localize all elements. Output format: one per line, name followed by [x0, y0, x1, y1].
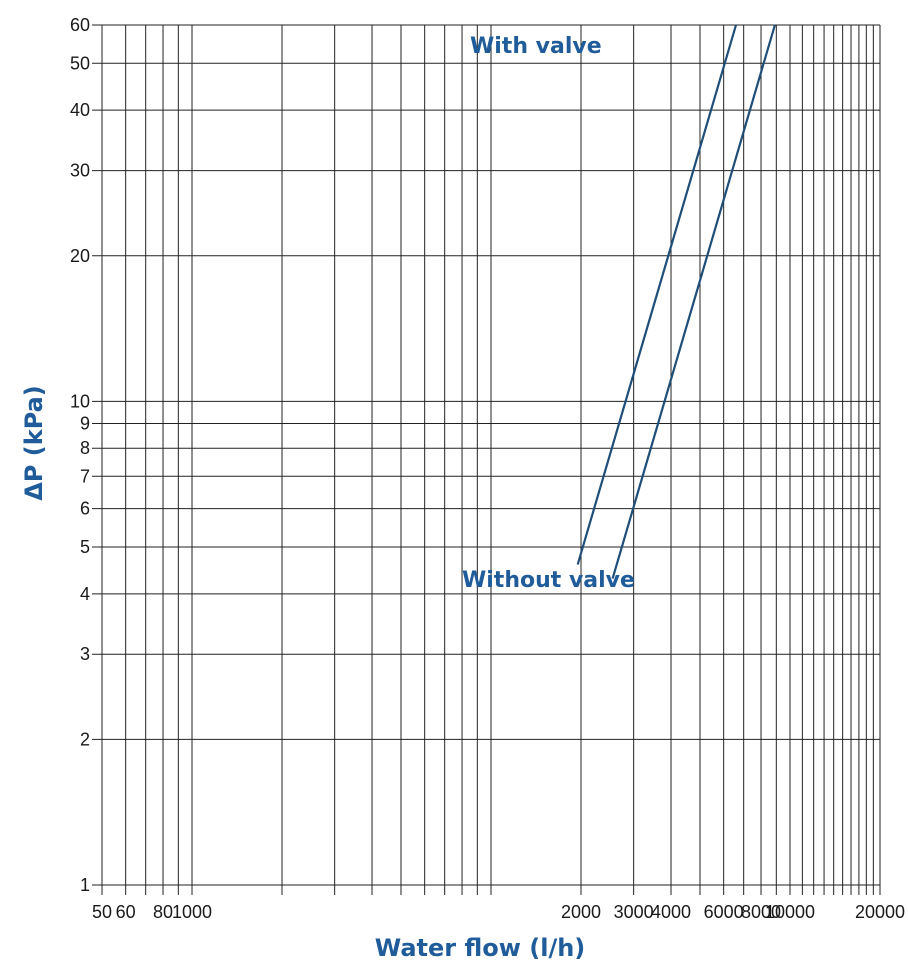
- y-tick-label: 30: [70, 161, 90, 181]
- y-tick-label: 3: [80, 644, 90, 664]
- x-tick-label: 6000: [704, 902, 744, 922]
- y-tick-label: 20: [70, 246, 90, 266]
- x-tick-label: 20000: [855, 902, 905, 922]
- y-tick-label: 8: [80, 438, 90, 458]
- series-label-with-valve: With valve: [470, 34, 602, 59]
- y-tick-label: 5: [80, 537, 90, 557]
- x-tick-label: 10000: [765, 902, 815, 922]
- series-lines: [576, 24, 776, 579]
- y-tick-label: 4: [80, 584, 90, 604]
- y-tick-label: 9: [80, 413, 90, 433]
- y-axis-tick-labels: 1 2 3 4 5 6 7 8 910 20 30 40 50 60: [70, 15, 90, 895]
- x-tick-label: 8000: [741, 902, 781, 922]
- x-tick-label: 2000: [561, 902, 601, 922]
- y-tick-label: 50: [70, 53, 90, 73]
- y-tick-label: 7: [80, 466, 90, 486]
- y-tick-label: 10: [70, 391, 90, 411]
- series-line-with-valve: [576, 24, 738, 565]
- y-axis-title: ΔP (kPa): [20, 385, 48, 501]
- x-axis-title: Water flow (l/h): [375, 934, 586, 962]
- y-tick-label: 40: [70, 100, 90, 120]
- x-tick-label: 3000: [614, 902, 654, 922]
- x-tick-label: 4000: [651, 902, 691, 922]
- x-tick-label: 60: [116, 902, 136, 922]
- y-tick-label: 6: [80, 499, 90, 519]
- grid: [92, 24, 881, 895]
- x-tick-label: 80: [153, 902, 173, 922]
- y-tick-label: 60: [70, 15, 90, 35]
- series-label-without-valve: Without valve: [462, 568, 635, 593]
- x-tick-label: 1000: [172, 902, 212, 922]
- series-line-without-valve: [611, 24, 776, 579]
- y-tick-label: 1: [80, 875, 90, 895]
- x-tick-label: 50: [92, 902, 112, 922]
- y-tick-label: 2: [80, 729, 90, 749]
